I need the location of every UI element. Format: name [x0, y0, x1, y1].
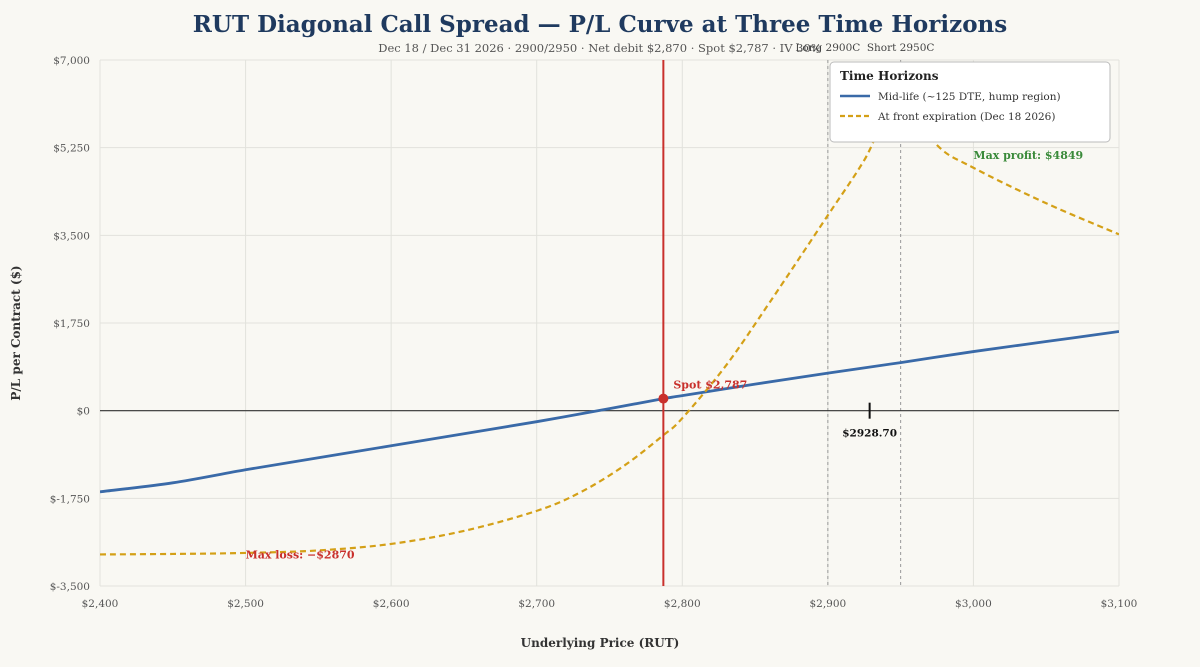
- y-tick-label: $-3,500: [50, 581, 90, 593]
- axis-ticks: $2,400 $2,500 $2,600 $2,700 $2,800 $2,900 $3,0…: [50, 55, 1138, 610]
- x-axis-label: Underlying Price (RUT): [521, 636, 680, 650]
- max-loss-annotation: Max loss: −$2870: [246, 548, 355, 561]
- y-tick-label: $0: [77, 406, 90, 418]
- y-tick-label: $1,750: [53, 318, 90, 330]
- spot-label: Spot $2,787: [673, 379, 747, 392]
- max-profit-annotation: Max profit: $4849: [973, 149, 1083, 162]
- series-line-midlife: [100, 330, 1119, 494]
- y-tick-label: $-1,750: [50, 493, 90, 505]
- x-tick-label: $2,700: [518, 598, 555, 610]
- x-tick-label: $2,500: [227, 598, 264, 610]
- spot-marker: [658, 393, 669, 404]
- x-tick-label: $3,000: [955, 598, 992, 610]
- x-tick-label: $3,100: [1101, 598, 1138, 610]
- legend-title: Time Horizons: [840, 69, 939, 83]
- strike-label: Short 2950C: [867, 42, 935, 54]
- strike-label: Long 2900C: [795, 42, 860, 54]
- legend: Time Horizons Mid-life (~125 DTE, hump r…: [829, 61, 1111, 143]
- series-lines: [100, 93, 1119, 556]
- breakeven-label: $2928.70: [842, 428, 897, 440]
- series-line-expiration: [100, 93, 1119, 556]
- legend-box: [829, 61, 1111, 143]
- x-tick-label: $2,400: [82, 598, 119, 610]
- legend-label-midlife: Mid-life (~125 DTE, hump region): [878, 91, 1061, 103]
- x-tick-label: $2,900: [809, 598, 846, 610]
- markers: Spot $2,787 $2928.70 Max profit: $4849 Max …: [246, 60, 1083, 586]
- y-tick-label: $7,000: [53, 55, 90, 67]
- legend-label-expiration: At front expiration (Dec 18 2026): [877, 111, 1055, 123]
- x-tick-label: $2,800: [664, 598, 701, 610]
- x-tick-label: $2,600: [373, 598, 410, 610]
- y-axis-label: P/L per Contract ($): [9, 265, 23, 400]
- chart-subtitle: Dec 18 / Dec 31 2026 · 2900/2950 · Net d…: [378, 41, 822, 55]
- y-tick-label: $3,500: [53, 230, 90, 242]
- chart-title: RUT Diagonal Call Spread — P/L Curve at …: [193, 11, 1007, 38]
- strike-lines: Long 2900C Short 2950C: [795, 42, 934, 586]
- y-tick-label: $5,250: [53, 143, 90, 155]
